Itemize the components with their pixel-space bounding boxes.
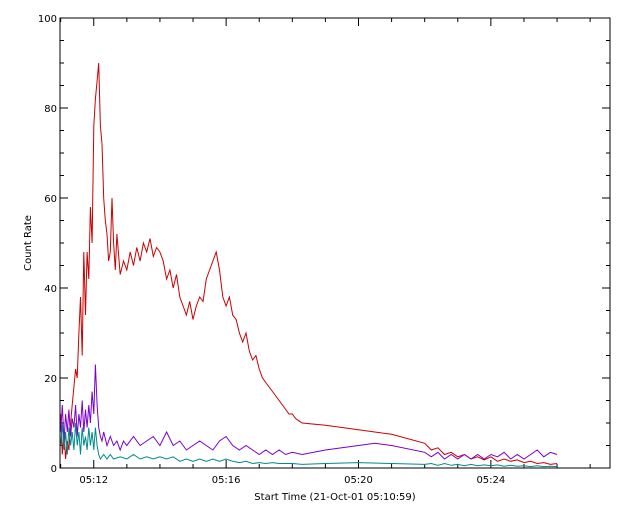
- plot-frame: [59, 17, 611, 469]
- series-group: [60, 62, 558, 468]
- x-tick-label: 05:24: [476, 475, 505, 486]
- x-tick-label: 05:16: [212, 475, 241, 486]
- series-line-1: [60, 62, 558, 465]
- x-axis-ticks: 05:12 05:16 05:20 05:24: [60, 18, 591, 486]
- series-line-3: [60, 422, 558, 468]
- series-line-2: [60, 364, 558, 460]
- y-tick-label: 0: [51, 464, 57, 475]
- x-tick-label: 05:12: [79, 475, 108, 486]
- y-tick-label: 60: [44, 194, 57, 205]
- x-tick-label: 05:20: [344, 475, 373, 486]
- y-tick-label: 100: [38, 14, 57, 25]
- y-axis-label: Count Rate: [23, 215, 34, 271]
- x-axis-label: Start Time (21-Oct-01 05:10:59): [254, 492, 415, 503]
- y-tick-label: 20: [44, 374, 57, 385]
- y-tick-label: 80: [44, 104, 57, 115]
- y-tick-label: 40: [44, 284, 57, 295]
- y-axis-ticks: 0 20 40 60 80 100: [38, 14, 610, 475]
